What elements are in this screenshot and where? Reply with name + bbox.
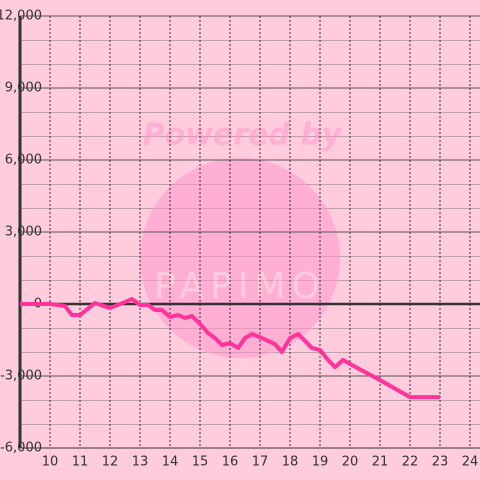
x-tick-label: 23 bbox=[432, 455, 449, 470]
marks bbox=[20, 296, 441, 400]
y-tick-label: 3,000 bbox=[5, 225, 42, 240]
x-tick-label: 19 bbox=[312, 455, 329, 470]
y-tick-label: 6,000 bbox=[5, 153, 42, 168]
x-tick-label: 16 bbox=[222, 455, 239, 470]
y-tick-label: 9,000 bbox=[5, 81, 42, 96]
x-tick-label: 13 bbox=[132, 455, 149, 470]
x-tick-label: 18 bbox=[282, 455, 299, 470]
x-tick-label: 17 bbox=[252, 455, 269, 470]
x-tick-label: 14 bbox=[162, 455, 179, 470]
x-tick-label: 22 bbox=[402, 455, 419, 470]
grid: -6,000-3,00003,0006,0009,00012,000101112… bbox=[0, 9, 480, 470]
x-tick-label: 11 bbox=[72, 455, 89, 470]
watermark-logo: PAPIMO bbox=[154, 266, 326, 307]
watermark-text: Powered by bbox=[143, 118, 343, 153]
x-tick-label: 10 bbox=[42, 455, 59, 470]
x-tick-label: 21 bbox=[372, 455, 389, 470]
x-tick-label: 20 bbox=[342, 455, 359, 470]
x-tick-label: 24 bbox=[462, 455, 479, 470]
line bbox=[20, 296, 441, 400]
x-tick-label: 15 bbox=[192, 455, 209, 470]
x-tick-label: 12 bbox=[102, 455, 119, 470]
